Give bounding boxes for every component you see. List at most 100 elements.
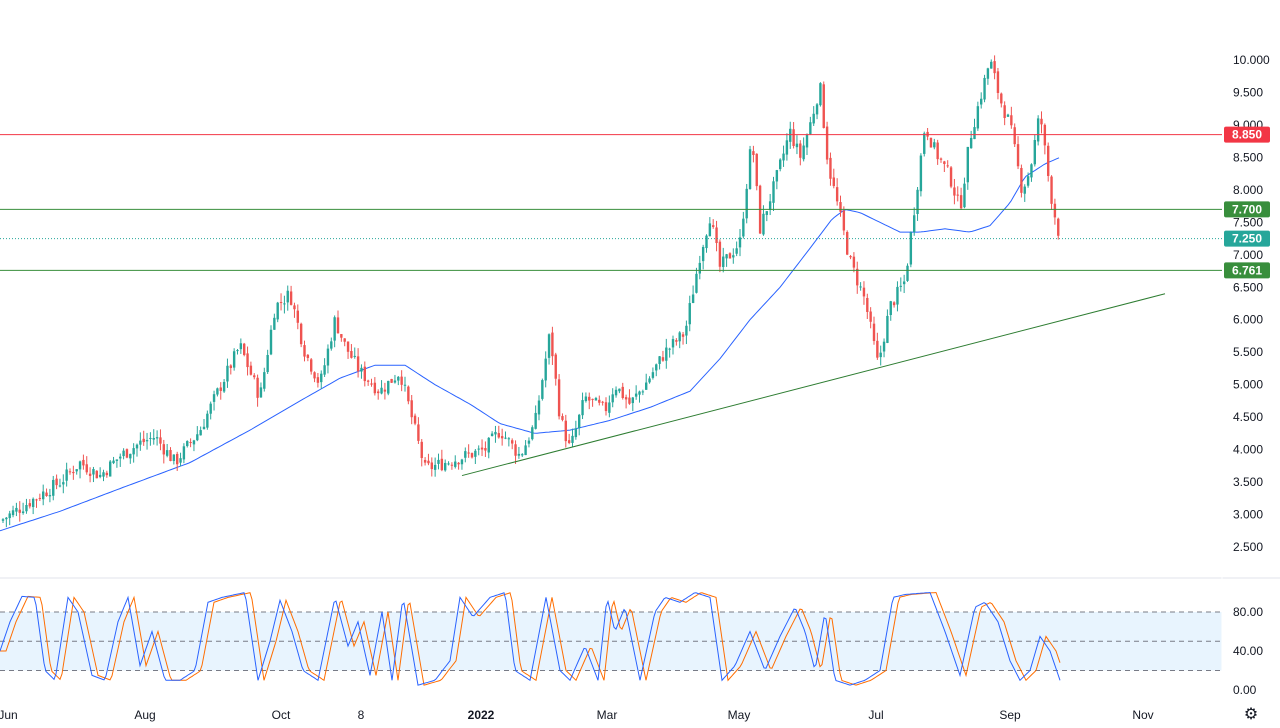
candle [387, 380, 390, 396]
candle [423, 457, 427, 466]
candle [373, 377, 377, 396]
candle [514, 440, 517, 464]
candle [202, 419, 206, 430]
candle [708, 217, 712, 237]
candle [809, 116, 812, 135]
candle [799, 140, 802, 166]
candle [564, 414, 567, 448]
candle [68, 468, 72, 475]
candle [55, 474, 58, 490]
trend-line[interactable] [461, 293, 1166, 477]
candle [668, 347, 671, 358]
candle [246, 346, 249, 376]
candle [779, 158, 782, 172]
candle [1003, 101, 1006, 126]
y-tick-label: 3.000 [1233, 508, 1263, 522]
candle [1000, 92, 1003, 108]
candle [933, 138, 936, 150]
candle [182, 443, 186, 464]
candle [966, 146, 969, 190]
candle [109, 459, 112, 477]
candle [383, 382, 387, 400]
candle [1010, 106, 1013, 129]
candle [949, 166, 953, 189]
candle [132, 443, 135, 463]
candle [872, 316, 876, 345]
candle [886, 309, 889, 344]
y-tick-label: 8.500 [1233, 150, 1263, 164]
candle [18, 501, 21, 522]
candle [953, 178, 956, 205]
y-tick-label: 10.000 [1233, 53, 1270, 67]
candle [956, 186, 959, 202]
candle [805, 133, 809, 155]
candle [457, 462, 460, 470]
candle [454, 455, 457, 469]
candle [541, 378, 544, 401]
candle [705, 234, 708, 253]
candle [634, 385, 638, 400]
candle [35, 498, 38, 508]
candle [437, 453, 440, 470]
candle [1030, 163, 1033, 182]
stoch-y-tick-label: 0.00 [1233, 683, 1257, 697]
y-tick-label: 7.500 [1233, 215, 1263, 229]
candle [470, 452, 474, 459]
candle [494, 425, 497, 443]
candle [487, 437, 490, 459]
y-tick-label: 5.500 [1233, 345, 1263, 359]
candle [25, 498, 28, 514]
candle [1033, 134, 1036, 167]
x-tick-label: May [728, 708, 751, 722]
y-tick-label: 4.500 [1233, 410, 1263, 424]
candle [38, 493, 42, 502]
candle [986, 67, 990, 85]
candle [671, 335, 675, 355]
stoch-y-tick-label: 80.00 [1233, 605, 1263, 619]
svg-text:7.250: 7.250 [1232, 232, 1262, 246]
candle [286, 285, 289, 311]
x-tick-label: Sep [999, 708, 1021, 722]
candle [943, 160, 946, 173]
candle [380, 380, 383, 395]
candle [725, 253, 728, 267]
candle [742, 211, 745, 239]
candle [621, 382, 624, 400]
y-tick-label: 7.000 [1233, 248, 1263, 262]
candle [125, 448, 129, 459]
candle [919, 153, 923, 197]
candle [1036, 115, 1040, 146]
candle [474, 449, 477, 464]
candle [973, 118, 976, 140]
candle [5, 517, 8, 528]
candle [534, 405, 537, 430]
candle [420, 439, 423, 467]
candle [206, 410, 209, 430]
candle [1057, 217, 1060, 240]
settings-gear-icon[interactable]: ⚙ [1243, 706, 1259, 723]
candle [745, 183, 748, 224]
candle [712, 219, 715, 229]
candle [825, 121, 829, 165]
candle [186, 440, 189, 448]
candle [1, 518, 5, 524]
candle [440, 449, 444, 472]
candle [236, 348, 239, 355]
candle [856, 261, 859, 294]
price-candles [1, 55, 1060, 528]
candle [839, 195, 842, 217]
candle [269, 325, 273, 356]
candle [28, 499, 31, 509]
x-tick-label: Jun [0, 708, 18, 722]
candle [417, 417, 420, 444]
candle [75, 469, 78, 475]
candle [390, 378, 393, 384]
candle [159, 429, 162, 451]
x-tick-label: Oct [272, 708, 291, 722]
candle [675, 338, 678, 346]
candle [892, 301, 896, 308]
y-tick-label: 8.000 [1233, 183, 1263, 197]
candle [722, 247, 725, 273]
candle [618, 388, 621, 394]
